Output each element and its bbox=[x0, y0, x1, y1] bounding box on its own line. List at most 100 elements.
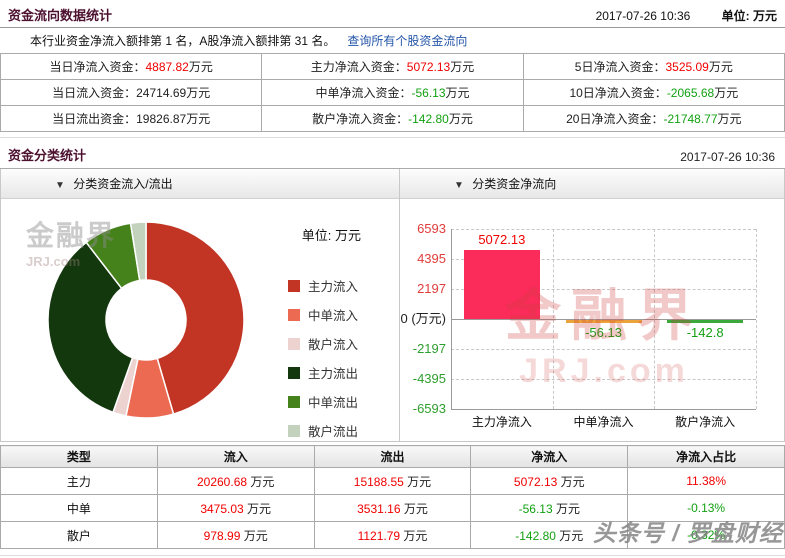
summary-cell: 当日流入资金：24714.69万元 bbox=[0, 79, 263, 106]
summary-row: 当日流出资金：19826.87万元 散户净流入资金：-142.80万元 20日净流入… bbox=[0, 105, 785, 132]
pie-slice-主力流入 bbox=[145, 221, 245, 415]
bar-中单净流入 bbox=[565, 320, 642, 323]
detail-inflow-cell: 978.99 万元 bbox=[156, 521, 315, 549]
collapse-caret-icon: ▼ bbox=[55, 180, 65, 191]
section-divider bbox=[0, 137, 785, 138]
charts-panel-box: ▼ 分类资金流入/流出 金融界 JRJ.com 单位: 万元 主力流入 中单流入散… bbox=[0, 169, 785, 442]
summary-cell-value: 5072.13 bbox=[406, 60, 451, 74]
value: 3531.16 bbox=[357, 501, 401, 516]
detail-header-cell: 净流入 bbox=[470, 445, 629, 468]
zero-line bbox=[451, 319, 756, 320]
bar-value-label: -56.13 bbox=[585, 325, 622, 340]
summary-cell-value: 24714.69 bbox=[136, 86, 187, 100]
summary-cell-suffix: 万元 bbox=[448, 112, 473, 126]
legend-label: 主力流入 bbox=[308, 280, 359, 294]
value: -56.13 bbox=[518, 501, 553, 516]
x-axis-label: 主力净流入 bbox=[471, 415, 532, 429]
detail-row: 主力 20260.68 万元 15188.55 万元 5072.13 万元 11.38% bbox=[0, 467, 785, 495]
pie-panel: ▼ 分类资金流入/流出 金融界 JRJ.com 单位: 万元 主力流入 中单流入散… bbox=[1, 169, 400, 441]
unit-label: 单位: 万元 bbox=[721, 9, 777, 23]
pie-slice-主力流出 bbox=[47, 241, 134, 414]
x-axis-label: 中单净流入 bbox=[573, 415, 634, 429]
summary-cell: 当日净流入资金：4887.82万元 bbox=[0, 53, 263, 80]
legend-item: 主力流入 bbox=[288, 271, 358, 300]
bottom-rule bbox=[0, 555, 785, 556]
summary-cell-label: 5日净流入资金： bbox=[574, 60, 666, 74]
summary-cell: 当日流出资金：19826.87万元 bbox=[0, 105, 263, 132]
pie-chart-area: 金融界 JRJ.com 单位: 万元 主力流入 中单流入 散户流入 主力流出 中单流出散… bbox=[1, 199, 399, 441]
legend-label: 散户流出 bbox=[308, 425, 359, 439]
summary-cell-label: 当日净流入资金： bbox=[49, 60, 146, 74]
summary-cell-suffix: 万元 bbox=[186, 86, 211, 100]
value: 5072.13 bbox=[513, 474, 558, 489]
summary-cell-suffix: 万元 bbox=[186, 112, 211, 126]
ratio-value: -0.13% bbox=[687, 501, 726, 515]
category-separator bbox=[654, 229, 655, 409]
value: 15188.55 bbox=[353, 474, 404, 489]
detail-header-cell: 流出 bbox=[313, 445, 472, 468]
summary-cell: 中单净流入资金：-56.13万元 bbox=[261, 79, 524, 106]
suffix: 万元 bbox=[247, 474, 275, 489]
pie-panel-title: 分类资金流入/流出 bbox=[73, 177, 173, 191]
legend-item: 主力流出 bbox=[288, 358, 358, 387]
detail-table: 类型 流入 流出 净流入 净流入占比 主力 20260.68 万元 15188.55 万元 5… bbox=[0, 445, 785, 549]
view-all-stocks-link[interactable]: 查询所有个股资金流向 bbox=[347, 34, 468, 48]
y-tick-label: -4395 bbox=[412, 370, 446, 386]
detail-row: 中单 3475.03 万元 3531.16 万元 -56.13 万元 -0.13% bbox=[0, 494, 785, 522]
category-separator bbox=[553, 229, 554, 409]
suffix: 万元 bbox=[403, 474, 432, 489]
detail-inflow-cell: 3475.03 万元 bbox=[156, 494, 315, 522]
value: 1121.79 bbox=[357, 528, 401, 543]
bar-主力净流入 bbox=[463, 249, 540, 319]
suffix: 万元 bbox=[243, 501, 272, 516]
summary-cell-suffix: 万元 bbox=[450, 60, 475, 74]
summary-cell-suffix: 万元 bbox=[717, 112, 742, 126]
rank-text: 本行业资金净流入额排第 1 名，A股净流入额排第 31 名。 bbox=[30, 34, 336, 48]
y-tick-label: -6593 bbox=[412, 401, 446, 416]
detail-ratio-cell: 11.38% bbox=[627, 467, 785, 495]
gridline bbox=[451, 229, 756, 230]
detail-outflow-cell: 1121.79 万元 bbox=[313, 521, 472, 549]
summary-cell: 10日净流入资金：-2065.68万元 bbox=[522, 79, 785, 106]
summary-cell-value: 4887.82 bbox=[145, 60, 189, 74]
legend-label: 中单流出 bbox=[308, 396, 359, 410]
legend-swatch-icon bbox=[288, 308, 300, 321]
legend-item: 散户流出 bbox=[288, 416, 358, 441]
summary-cell-suffix: 万元 bbox=[708, 60, 733, 74]
section1-header: 资金流向数据统计 2017-07-26 10:36 单位: 万元 bbox=[0, 0, 785, 28]
y-axis-line bbox=[451, 229, 452, 409]
legend-label: 主力流出 bbox=[308, 367, 359, 381]
ratio-value: -0.32% bbox=[687, 528, 726, 542]
detail-type-cell: 散户 bbox=[0, 521, 158, 549]
bar-panel-header[interactable]: ▼ 分类资金净流向 bbox=[400, 169, 784, 199]
value: 20260.68 bbox=[196, 474, 248, 489]
summary-cell-label: 当日流入资金： bbox=[52, 86, 137, 100]
summary-cell: 5日净流入资金：3525.09万元 bbox=[522, 53, 785, 80]
y-tick-label: 2197 bbox=[417, 281, 446, 296]
legend-label: 散户流入 bbox=[308, 338, 359, 352]
summary-row: 当日流入资金：24714.69万元 中单净流入资金：-56.13万元 10日净流入资… bbox=[0, 79, 785, 106]
legend-swatch-icon bbox=[288, 366, 300, 379]
gridline bbox=[451, 348, 756, 350]
summary-cell-value: 19826.87 bbox=[136, 112, 187, 126]
summary-cell-label: 10日净流入资金： bbox=[569, 86, 667, 100]
pie-slice-散户流出 bbox=[129, 221, 147, 282]
summary-cell-label: 散户净流入资金： bbox=[312, 112, 409, 126]
category-separator bbox=[756, 229, 757, 409]
detail-row: 散户 978.99 万元 1121.79 万元 -142.80 万元 -0.32% bbox=[0, 521, 785, 549]
value: 978.99 bbox=[203, 528, 241, 543]
datetime-label: 2017-07-26 10:36 bbox=[595, 9, 691, 23]
pie-panel-header[interactable]: ▼ 分类资金流入/流出 bbox=[1, 169, 399, 199]
summary-cell-value: -142.80 bbox=[408, 112, 449, 126]
suffix: 万元 bbox=[557, 474, 585, 489]
summary-cell-suffix: 万元 bbox=[188, 60, 213, 74]
detail-ratio-cell: -0.32% bbox=[627, 521, 785, 549]
suffix: 万元 bbox=[552, 501, 580, 516]
summary-table: 当日净流入资金：4887.82万元 主力净流入资金：5072.13万元 5日净流入资… bbox=[0, 53, 785, 132]
suffix: 万元 bbox=[400, 501, 428, 516]
detail-outflow-cell: 3531.16 万元 bbox=[313, 494, 472, 522]
legend-label: 中单流入 bbox=[308, 309, 359, 323]
legend-item: 中单流入 bbox=[288, 300, 358, 329]
pie-unit-label: 单位: 万元 bbox=[301, 228, 361, 243]
